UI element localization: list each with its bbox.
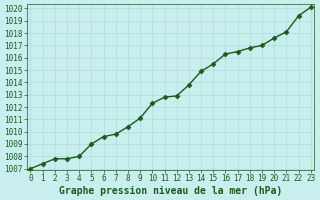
X-axis label: Graphe pression niveau de la mer (hPa): Graphe pression niveau de la mer (hPa) — [59, 186, 282, 196]
